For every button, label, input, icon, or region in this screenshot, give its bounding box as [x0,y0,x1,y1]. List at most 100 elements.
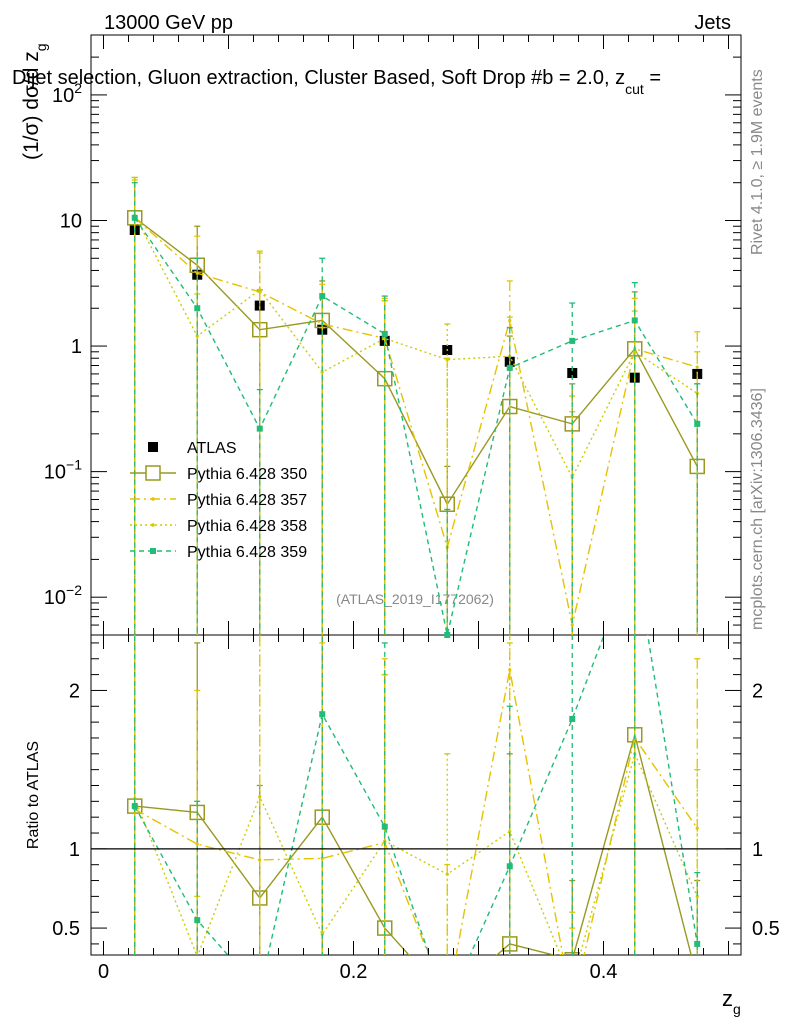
ratio-point [508,829,512,834]
ratio-series-3 [131,635,701,1009]
main-ytick-label-exp: −1 [66,457,82,473]
main-ytick-label-exp: −2 [66,582,82,598]
plot-subtitle-main: Dijet selection, Gluon extraction, Clust… [12,67,625,89]
ratio-ylabel: Ratio to ATLAS [25,741,42,849]
main-series-2 [131,179,701,635]
legend-label: ATLAS [187,440,237,457]
legend-item: Pythia 6.428 350 [130,465,307,483]
legend-label: Pythia 6.428 350 [187,466,307,483]
ratio-series-0 [127,635,704,986]
main-ylabel-text: (1/σ) dσ/d z [20,51,43,160]
ratio-point [445,872,449,876]
xlabel: zg [722,986,741,1017]
mcplots-label: mcplots.cern.ch [arXiv:1306.3436] [749,388,766,630]
legend-label: Pythia 6.428 359 [187,544,307,561]
ratio-series-group [127,635,704,1009]
main-point [570,623,574,627]
ratio-point [444,1003,450,1009]
ratio-xtick-label: 0.4 [590,961,618,983]
main-point [631,317,638,324]
legend-item: Pythia 6.428 359 [130,544,307,561]
main-ytick-label: 10−1 [44,457,82,484]
ratio-ytick-label-right: 1 [752,839,763,861]
main-point [633,350,637,354]
main-series-line [134,214,698,479]
main-point [195,334,199,338]
ratio-series-line [134,732,692,955]
plot-subtitle-sub: cut [625,81,644,97]
main-ytick-label-exp: 2 [74,80,82,96]
ratio-point [695,826,699,830]
ratio-point [571,1004,574,1007]
ratio-ytick-label-left: 2 [69,680,80,702]
ratio-point [131,803,138,810]
ratio-point [695,894,699,898]
main-point [320,370,324,374]
ratio-series-1 [133,635,701,1007]
main-series-0 [129,224,703,383]
ratio-point [381,823,388,830]
collision-label: 13000 GeV pp [104,12,233,34]
ratio-ytick-label-left: 1 [69,839,80,861]
legend-marker-atlas [148,442,158,452]
main-ylabel-sub: g [33,43,49,51]
ratio-ytick-label-right: 0.5 [752,918,780,940]
main-point [381,330,388,337]
main-series-line [134,217,698,636]
ratio-plot-area: 0.5 0.5 1 1 2 2 0 0.2 0.4 [52,635,780,1009]
ratio-xtick-label: 0.2 [340,961,368,983]
ratio-point [257,988,263,994]
ratio-series-line [134,635,698,955]
ratio-xtick-label: 0 [98,961,109,983]
ratio-point [195,842,199,846]
main-ytick-label: 10 [60,210,82,232]
main-ytick-label: 102 [52,80,82,107]
main-series-line [134,217,698,626]
main-ytick-label-base: 10 [44,587,66,609]
main-series-line [134,217,698,506]
plot-subtitle-tail: = [644,67,661,89]
xlabel-text: z [722,986,733,1011]
legend-marker [145,465,161,481]
ratio-plot-frame [90,634,742,956]
ratio-point [194,917,201,924]
legend-marker [151,497,155,501]
legend-item: Pythia 6.428 358 [130,518,307,535]
ratio-point [319,711,326,718]
analysis-watermark: (ATLAS_2019_I1772062) [336,591,494,607]
main-point [256,425,263,432]
ratio-ytick-label-left: 0.5 [52,918,80,940]
main-point [445,358,449,362]
legend-label: Pythia 6.428 358 [187,518,307,535]
ratio-point [690,972,704,986]
ratio-point [258,794,262,799]
ratio-series-line [134,751,698,955]
legend-label: Pythia 6.428 357 [187,492,307,509]
legend: ATLAS Pythia 6.428 350 Pythia 6.428 357 Pyt… [130,440,307,561]
category-label: Jets [694,12,731,34]
ratio-series-line [134,669,698,955]
xlabel-sub: g [733,1001,741,1017]
main-series-1 [127,176,705,635]
legend-marker [150,548,156,554]
main-point [506,364,513,371]
ratio-point [694,940,701,947]
main-point [195,271,199,275]
main-ytick-label-base: 10 [52,85,74,107]
ratio-point [320,856,324,860]
main-ytick-label-base: 10 [44,462,66,484]
main-point [569,337,576,344]
main-point-atlas [567,368,578,379]
ratio-point [506,863,513,870]
main-point [131,214,138,221]
rivet-label: Rivet 4.1.0, ≥ 1.9M events [749,69,766,255]
ratio-point [569,715,576,722]
main-ytick-label: 10−2 [44,582,82,609]
main-ytick-label: 1 [71,336,82,358]
main-series-3 [131,176,701,635]
plot-subtitle: Dijet selection, Gluon extraction, Clust… [12,67,661,97]
main-point [319,293,326,300]
main-point [258,288,262,292]
